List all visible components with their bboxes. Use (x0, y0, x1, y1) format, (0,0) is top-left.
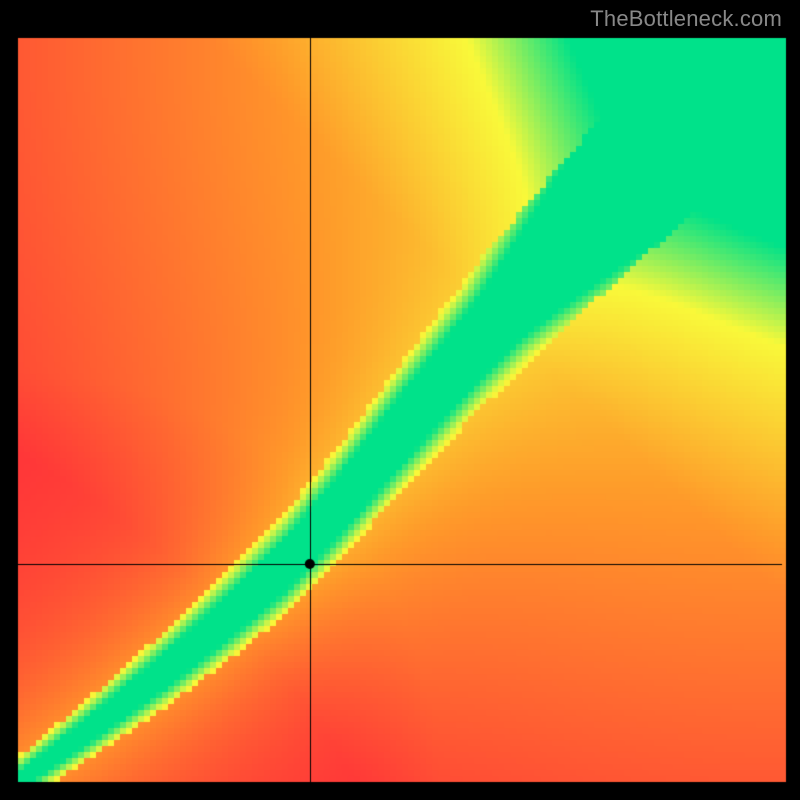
watermark-text: TheBottleneck.com (590, 6, 782, 32)
chart-container: TheBottleneck.com (0, 0, 800, 800)
bottleneck-heatmap (0, 0, 800, 800)
